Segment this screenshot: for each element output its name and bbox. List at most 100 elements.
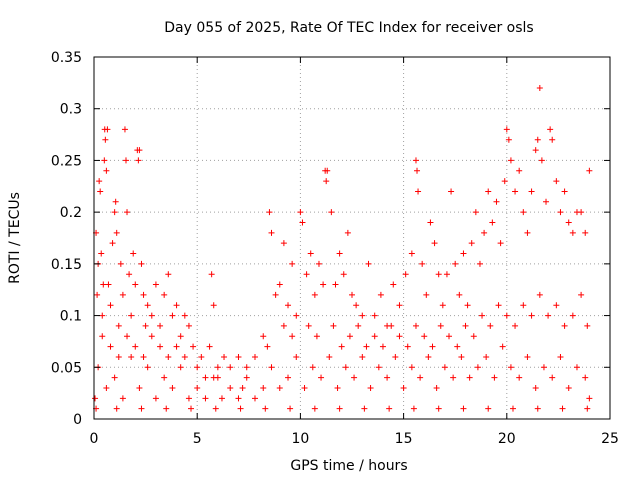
data-point bbox=[115, 322, 122, 329]
data-point bbox=[289, 260, 296, 267]
data-point bbox=[421, 333, 428, 340]
data-point bbox=[227, 384, 234, 391]
data-point bbox=[450, 374, 457, 381]
data-point bbox=[507, 157, 514, 164]
data-point bbox=[190, 343, 197, 350]
data-points bbox=[92, 85, 593, 412]
data-point bbox=[188, 405, 195, 412]
data-point bbox=[456, 291, 463, 298]
data-point bbox=[476, 260, 483, 267]
data-point bbox=[489, 219, 496, 226]
data-point bbox=[427, 219, 434, 226]
data-point bbox=[528, 188, 535, 195]
data-point bbox=[414, 167, 421, 174]
data-point bbox=[557, 209, 564, 216]
data-point bbox=[415, 188, 422, 195]
data-point bbox=[165, 271, 172, 278]
data-point bbox=[582, 229, 589, 236]
data-point bbox=[264, 343, 271, 350]
chart-title: Day 055 of 2025, Rate Of TEC Index for r… bbox=[164, 20, 533, 36]
data-point bbox=[505, 136, 512, 143]
data-point bbox=[497, 240, 504, 247]
data-point bbox=[582, 374, 589, 381]
data-point bbox=[208, 271, 215, 278]
data-point bbox=[439, 302, 446, 309]
data-point bbox=[235, 395, 242, 402]
x-tick-labels: 0 5 10 15 20 25 bbox=[90, 431, 619, 447]
data-point bbox=[102, 136, 109, 143]
data-point bbox=[289, 333, 296, 340]
data-point bbox=[210, 302, 217, 309]
y-tick-label: 0.3 bbox=[60, 102, 82, 118]
data-point bbox=[458, 353, 465, 360]
data-point bbox=[260, 384, 267, 391]
data-point bbox=[400, 384, 407, 391]
data-point bbox=[446, 333, 453, 340]
y-tick-labels: 0 0.05 0.1 0.15 0.2 0.25 0.3 0.35 bbox=[51, 50, 82, 428]
data-point bbox=[584, 405, 591, 412]
data-point bbox=[307, 250, 314, 257]
data-point bbox=[462, 322, 469, 329]
data-point bbox=[561, 188, 568, 195]
data-point bbox=[119, 395, 126, 402]
data-point bbox=[503, 126, 510, 133]
data-point bbox=[443, 271, 450, 278]
data-point bbox=[293, 353, 300, 360]
data-point bbox=[285, 302, 292, 309]
data-point bbox=[243, 364, 250, 371]
data-point bbox=[534, 136, 541, 143]
data-point bbox=[251, 353, 258, 360]
data-point bbox=[332, 281, 339, 288]
data-point bbox=[472, 209, 479, 216]
data-point bbox=[115, 353, 122, 360]
data-point bbox=[313, 333, 320, 340]
data-point bbox=[276, 281, 283, 288]
data-point bbox=[578, 291, 585, 298]
data-point bbox=[538, 157, 545, 164]
data-point bbox=[410, 405, 417, 412]
data-point bbox=[161, 291, 168, 298]
data-point bbox=[311, 405, 318, 412]
data-point bbox=[309, 364, 316, 371]
data-point bbox=[111, 374, 118, 381]
data-point bbox=[148, 333, 155, 340]
data-point bbox=[501, 178, 508, 185]
data-point bbox=[565, 219, 572, 226]
data-point bbox=[355, 322, 362, 329]
data-point bbox=[144, 364, 151, 371]
data-point bbox=[561, 322, 568, 329]
data-point bbox=[163, 405, 170, 412]
x-tick-label: 20 bbox=[498, 431, 516, 447]
data-point bbox=[340, 271, 347, 278]
data-point bbox=[419, 260, 426, 267]
data-point bbox=[338, 343, 345, 350]
plot-frame bbox=[93, 56, 611, 420]
data-point bbox=[359, 353, 366, 360]
data-point bbox=[361, 405, 368, 412]
data-point bbox=[138, 260, 145, 267]
data-point bbox=[104, 126, 111, 133]
data-point bbox=[326, 353, 333, 360]
data-point bbox=[194, 364, 201, 371]
data-point bbox=[328, 209, 335, 216]
data-point bbox=[569, 312, 576, 319]
data-point bbox=[412, 322, 419, 329]
data-point bbox=[392, 353, 399, 360]
data-point bbox=[214, 364, 221, 371]
data-point bbox=[311, 291, 318, 298]
grid-lines bbox=[94, 57, 610, 419]
data-point bbox=[520, 209, 527, 216]
data-point bbox=[536, 291, 543, 298]
data-point bbox=[140, 291, 147, 298]
data-point bbox=[586, 395, 593, 402]
data-point bbox=[177, 364, 184, 371]
data-point bbox=[483, 353, 490, 360]
x-axis-label: GPS time / hours bbox=[290, 458, 407, 474]
data-point bbox=[293, 312, 300, 319]
data-point bbox=[367, 384, 374, 391]
data-point bbox=[433, 384, 440, 391]
data-point bbox=[452, 260, 459, 267]
data-point bbox=[117, 260, 124, 267]
y-tick-label: 0.2 bbox=[60, 205, 82, 221]
data-point bbox=[553, 178, 560, 185]
